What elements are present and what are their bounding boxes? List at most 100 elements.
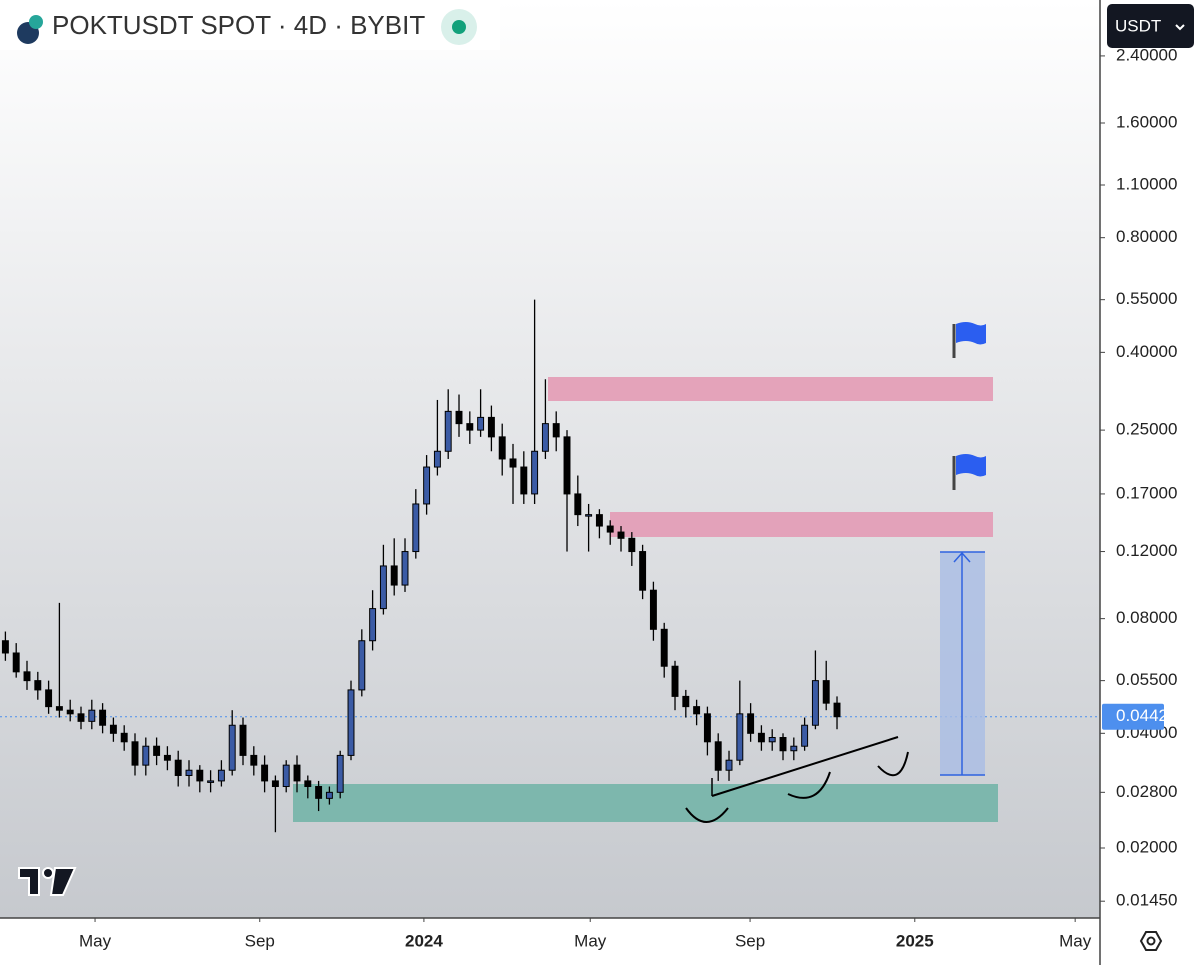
current-price-badge (1102, 703, 1164, 730)
x-tick-label: May (1059, 931, 1092, 950)
candle-body (55, 706, 63, 711)
candle-body (109, 724, 117, 734)
chart-title: POKTUSDT SPOT · 4D · BYBIT (52, 10, 425, 40)
candle-body (401, 551, 409, 586)
exchange-icon (29, 15, 43, 29)
candle-body (412, 503, 420, 553)
y-tick-label: 0.02800 (1116, 782, 1177, 801)
candle-body (99, 709, 107, 726)
dropdown-caret (1175, 24, 1185, 31)
candle-body (217, 769, 225, 782)
candle-body (163, 754, 171, 761)
hand-arc (685, 807, 729, 823)
candle-body (239, 724, 247, 756)
y-tick-label: 2.40000 (1116, 45, 1177, 64)
x-tick-label: 2025 (896, 931, 934, 950)
candle-body (185, 769, 193, 776)
candle-body (509, 458, 517, 468)
candle-body (736, 713, 744, 761)
ticks: 2.40000 1.60000 1.10000 0.80000 0.55000 0.400… (0, 45, 1177, 950)
candle-body (45, 689, 53, 708)
candle-body (455, 410, 463, 425)
candle-body (228, 724, 236, 771)
currency-button[interactable] (1107, 4, 1194, 48)
candle-body (66, 709, 74, 715)
candle-body (671, 665, 679, 697)
candle-body (595, 514, 603, 527)
candle-body (563, 436, 571, 495)
candle-body (153, 745, 161, 756)
x-tick-label: 2024 (405, 931, 443, 950)
candle-body (606, 525, 614, 533)
candle-body (1, 640, 9, 654)
y-tick-label: 0.25000 (1116, 420, 1177, 439)
candle-body (271, 780, 279, 788)
candle-body (520, 466, 528, 495)
candle-body (207, 780, 215, 783)
candles (1, 299, 841, 833)
hand-arc (877, 751, 909, 777)
candle-body (541, 423, 549, 452)
candle-body (466, 423, 474, 431)
candle-body (714, 741, 722, 771)
y-tick-label: 0.17000 (1116, 483, 1177, 502)
candle-body (423, 466, 431, 505)
candle-body (660, 628, 668, 667)
candle-body (282, 764, 290, 788)
candle-body (358, 640, 366, 691)
candle-body (617, 531, 625, 539)
candle-body (682, 695, 690, 708)
time-axis-background (0, 918, 1100, 965)
x-tick-label: May (79, 931, 112, 950)
x-tick-label: Sep (245, 931, 275, 950)
x-tick-label: Sep (735, 931, 765, 950)
currency-label: USDT (1115, 16, 1161, 35)
candle-body (833, 702, 841, 718)
candle-body (779, 737, 787, 752)
candle-body (131, 741, 139, 766)
support-zone (293, 784, 998, 822)
candle-body (174, 759, 182, 776)
candle-body (649, 589, 657, 630)
y-tick-label: 0.12000 (1116, 541, 1177, 560)
candle-body (250, 754, 258, 766)
measure-arrow-head (953, 551, 971, 563)
y-tick-label: 0.08000 (1116, 608, 1177, 627)
candle-body (120, 732, 128, 743)
candle-body (628, 537, 636, 553)
candle-body (12, 652, 20, 673)
candle-body (498, 436, 506, 460)
plot-background (0, 0, 1100, 918)
y-tick-label: 0.80000 (1116, 227, 1177, 246)
candle-body (293, 764, 301, 782)
hand-arc (787, 771, 831, 799)
candle-body (574, 493, 582, 516)
header-background (0, 0, 500, 50)
candle-body (639, 551, 647, 591)
candle-body (693, 706, 701, 715)
x-tick-label: May (574, 931, 607, 950)
candle-body (261, 764, 269, 782)
y-tick-label: 1.10000 (1116, 174, 1177, 193)
candle-body (390, 565, 398, 586)
y-tick-label: 0.02000 (1116, 837, 1177, 856)
candle-body (369, 608, 377, 642)
resistance-zone (548, 377, 993, 401)
y-tick-label: 0.55000 (1116, 289, 1177, 308)
candle-body (444, 410, 452, 452)
flag (952, 454, 986, 490)
settings-button[interactable] (1139, 931, 1163, 951)
y-tick-label: 0.01450 (1116, 891, 1177, 910)
status-dot (452, 20, 466, 34)
current-price-label: 0.04422 (1116, 706, 1177, 725)
candle-body (433, 450, 441, 468)
candle-body (487, 416, 495, 438)
candle-body (379, 565, 387, 610)
candle-body (88, 709, 96, 722)
candle-body (757, 732, 765, 743)
candle-body (347, 689, 355, 756)
candle-body (703, 713, 711, 743)
candle-body (196, 769, 204, 782)
candle-body (315, 786, 323, 799)
